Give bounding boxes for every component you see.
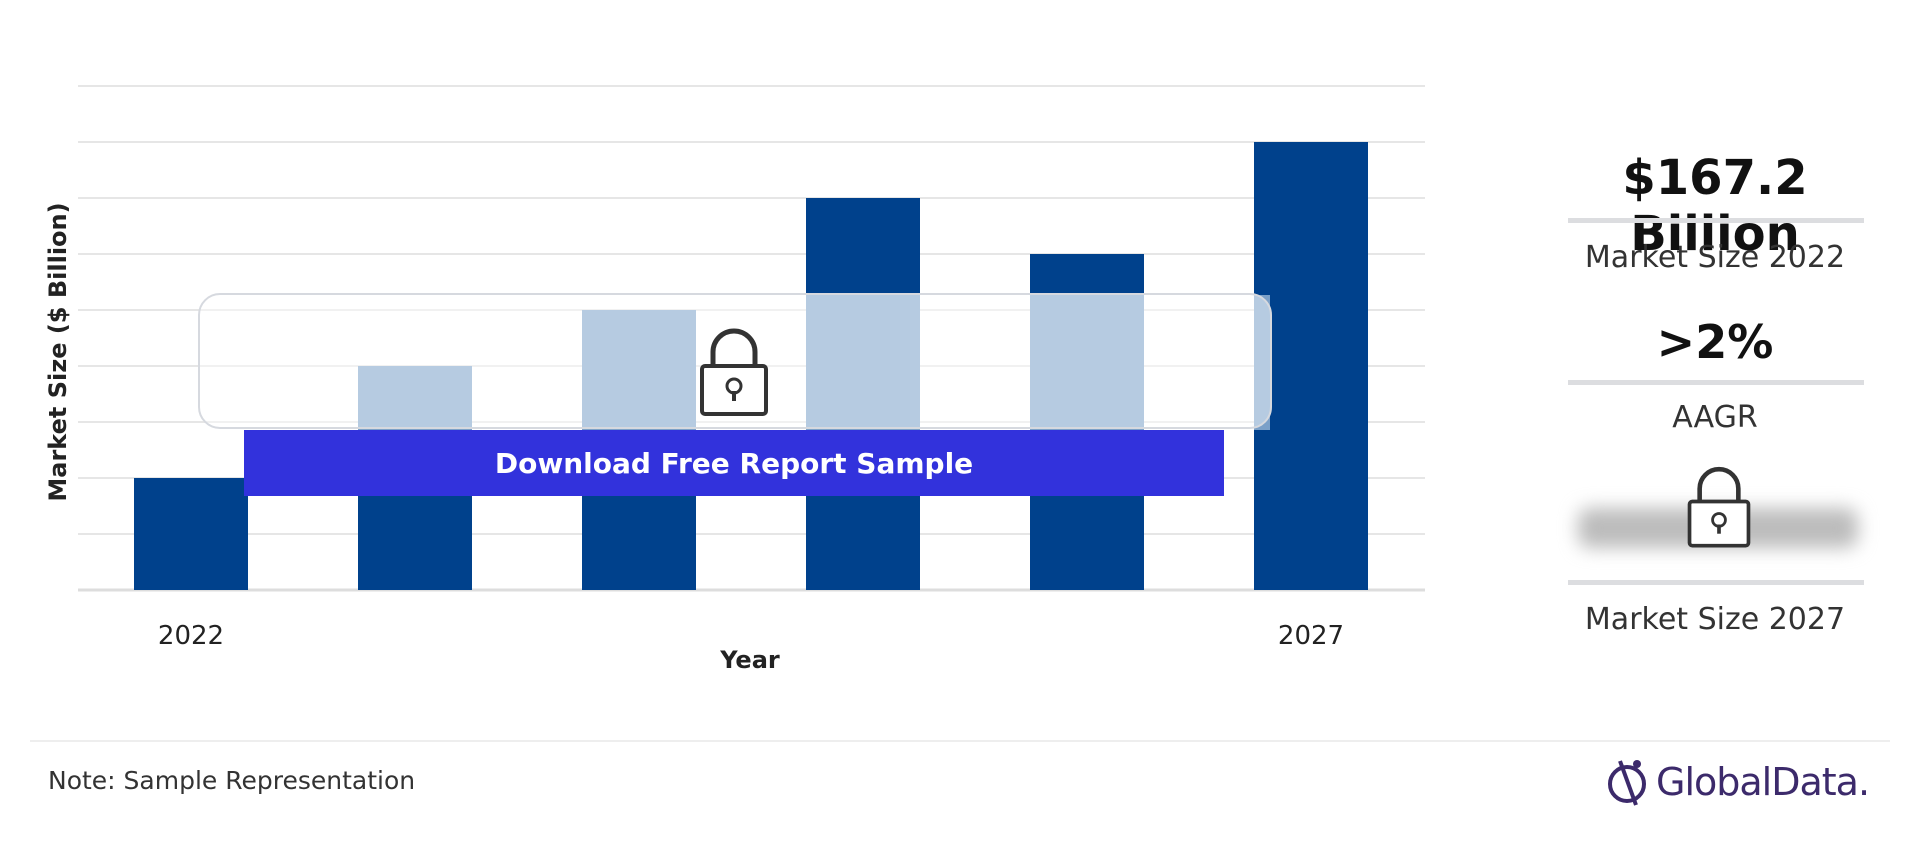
x-tick-label: 2027 [1278, 621, 1344, 651]
bar-6-faded-segment [1254, 295, 1270, 430]
lock-icon [1687, 467, 1751, 548]
footer-divider [30, 740, 1890, 742]
y-axis-title: Market Size ($ Billion) [44, 202, 72, 501]
x-axis-title: Year [719, 646, 780, 674]
footer-note: Note: Sample Representation [48, 766, 416, 795]
bar-3-faded-segment [582, 310, 696, 430]
future-market-size-label: Market Size 2027 [1584, 602, 1846, 637]
bar-6 [1254, 142, 1368, 590]
bar-1 [134, 478, 248, 590]
chart-lock [696, 326, 772, 418]
brand-name: GlobalData. [1656, 760, 1870, 804]
kpi-divider [1568, 380, 1864, 385]
bar-2-faded-segment [358, 366, 472, 430]
bar-4-faded-segment [806, 295, 920, 430]
lock-icon [700, 328, 768, 416]
globaldata-logo[interactable]: GlobalData. [1604, 755, 1870, 809]
aagr-label: AAGR [1672, 400, 1758, 435]
market-size-value: $167.2 Billion [1622, 150, 1808, 262]
kpi-divider [1568, 218, 1864, 223]
kpi-divider [1568, 580, 1864, 585]
download-sample-button[interactable]: Download Free Report Sample [244, 430, 1224, 496]
globaldata-logo-icon [1608, 760, 1646, 806]
x-tick-label: 2022 [158, 621, 224, 651]
x-tick-labels: 2022 2027 [158, 621, 1344, 651]
bar-5-faded-segment [1030, 295, 1144, 430]
future-value-lock [1684, 462, 1754, 552]
market-size-label: Market Size 2022 [1584, 240, 1846, 275]
aagr-value: >2% [1656, 315, 1774, 369]
